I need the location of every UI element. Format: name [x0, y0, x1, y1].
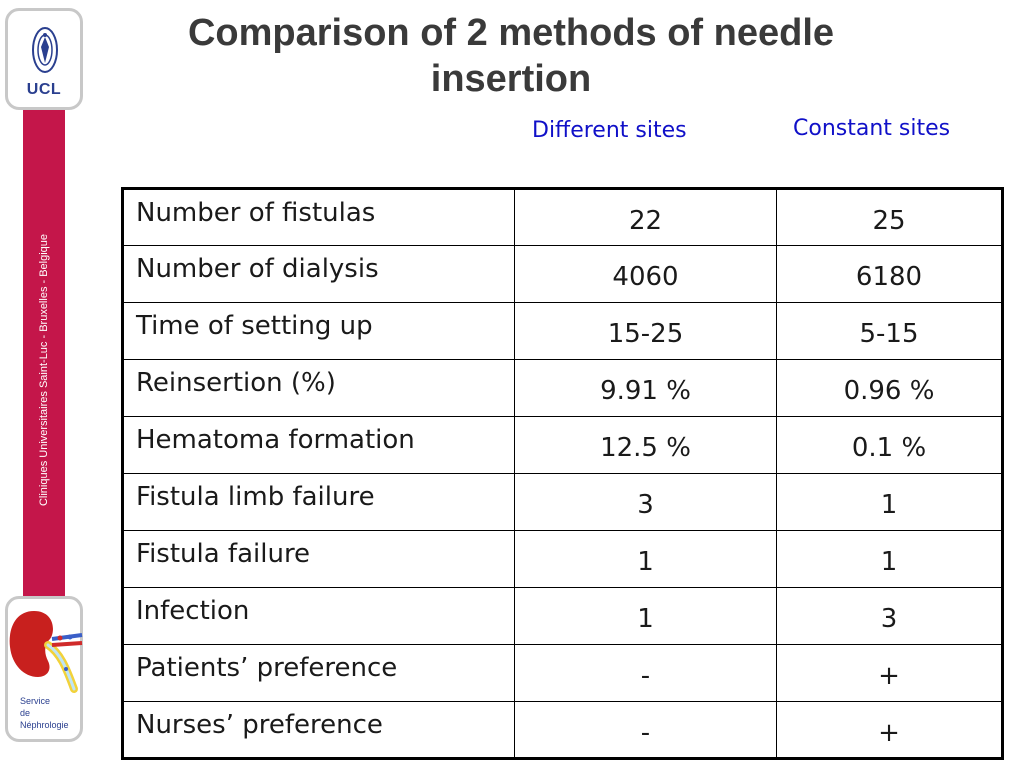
- constant-sites-value: 0.1 %: [776, 416, 1004, 474]
- table-row: Number of dialysis 4060 6180: [121, 245, 1004, 303]
- kidney-icon: [9, 611, 83, 693]
- table-row: Number of fistulas 22 25: [121, 188, 1004, 246]
- different-sites-value: 1: [514, 530, 777, 588]
- service-label: Service de Néphrologie: [20, 696, 69, 730]
- constant-sites-value: 0.96 %: [776, 359, 1004, 417]
- table-row: Time of setting up 15-25 5-15: [121, 302, 1004, 360]
- table-row: Nurses’ preference - +: [121, 701, 1004, 759]
- table-row: Fistula failure 1 1: [121, 530, 1004, 588]
- different-sites-value: 15-25: [514, 302, 777, 360]
- row-label: Number of fistulas: [121, 188, 515, 246]
- constant-sites-value: +: [776, 644, 1004, 702]
- different-sites-value: 22: [514, 188, 777, 246]
- row-label: Fistula failure: [121, 530, 515, 588]
- column-header-constant-sites: Constant sites: [793, 116, 951, 141]
- row-label: Number of dialysis: [121, 245, 515, 303]
- sidebar: UCL Cliniques Universitaires Saint-Luc -…: [5, 8, 83, 760]
- row-label: Fistula limb failure: [121, 473, 515, 531]
- ucl-logo-card: UCL: [5, 8, 83, 110]
- table-row: Infection 1 3: [121, 587, 1004, 645]
- slide-title: Comparison of 2 methods of needle insert…: [187, 12, 835, 100]
- constant-sites-value: 6180: [776, 245, 1004, 303]
- table-row: Reinsertion (%) 9.91 % 0.96 %: [121, 359, 1004, 417]
- different-sites-value: 12.5 %: [514, 416, 777, 474]
- row-label: Hematoma formation: [121, 416, 515, 474]
- constant-sites-value: 3: [776, 587, 1004, 645]
- constant-sites-value: 25: [776, 188, 1004, 246]
- different-sites-value: 3: [514, 473, 777, 531]
- different-sites-value: -: [514, 701, 777, 759]
- row-label: Reinsertion (%): [121, 359, 515, 417]
- comparison-table: Number of fistulas 22 25 Number of dialy…: [121, 187, 1004, 760]
- institution-text: Cliniques Universitaires Saint-Luc - Bru…: [38, 233, 50, 507]
- constant-sites-value: +: [776, 701, 1004, 759]
- different-sites-value: 9.91 %: [514, 359, 777, 417]
- different-sites-value: -: [514, 644, 777, 702]
- sidebar-band: [23, 88, 65, 628]
- table-row: Fistula limb failure 3 1: [121, 473, 1004, 531]
- row-label: Patients’ preference: [121, 644, 515, 702]
- table-row: Hematoma formation 12.5 % 0.1 %: [121, 416, 1004, 474]
- row-label: Time of setting up: [121, 302, 515, 360]
- constant-sites-value: 5-15: [776, 302, 1004, 360]
- row-label: Infection: [121, 587, 515, 645]
- table-row: Patients’ preference - +: [121, 644, 1004, 702]
- nephrology-logo-card: Service de Néphrologie: [5, 596, 83, 742]
- column-header-different-sites: Different sites: [532, 118, 687, 143]
- ucl-logo-text: UCL: [26, 81, 62, 98]
- different-sites-value: 1: [514, 587, 777, 645]
- different-sites-value: 4060: [514, 245, 777, 303]
- row-label: Nurses’ preference: [121, 701, 515, 759]
- constant-sites-value: 1: [776, 473, 1004, 531]
- constant-sites-value: 1: [776, 530, 1004, 588]
- ucl-crest-icon: [32, 27, 58, 73]
